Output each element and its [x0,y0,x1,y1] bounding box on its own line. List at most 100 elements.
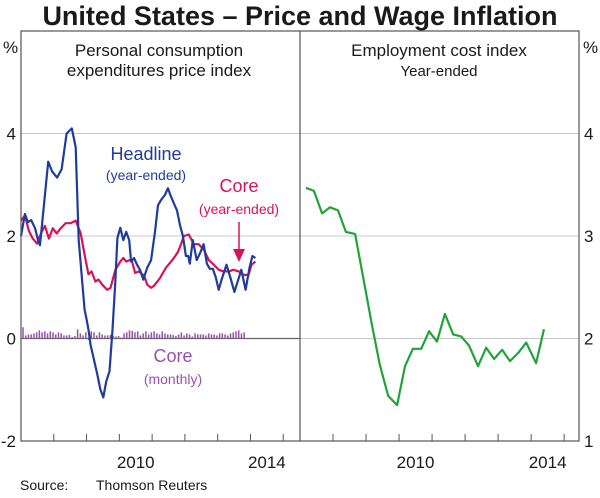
core-monthly-bar [197,334,199,339]
panel-pce: -2 0 2 4 2010 2014 % Personal consumption ex… [1,38,300,472]
core-monthly-bar [95,335,98,339]
core-monthly-bar [237,330,240,339]
core-monthly-bar [164,333,166,339]
left-panel-title-line2: expenditures price index [67,61,252,80]
core-monthly-bar [210,334,213,339]
core-monthly-bar [82,335,84,339]
core-monthly-bar [109,334,112,339]
core-monthly-bar [177,334,180,339]
core-monthly-bar [101,334,103,339]
core-monthly-bar [60,333,62,339]
core-monthly-bar [55,334,57,339]
left-y-unit: % [3,38,18,57]
core-monthly-bar [229,333,232,339]
core-monthly-bar [224,334,226,339]
core-monthly-bar [106,335,109,339]
core-monthly-bar [85,332,87,339]
core-monthly-bar [22,327,24,339]
right-panel-title-line1: Employment cost index [351,41,527,60]
core-monthly-bar [35,332,38,339]
core-monthly-bar [183,335,185,339]
core-monthly-bar [221,333,224,339]
y-tick-label: 2 [7,227,16,246]
core-monthly-bar [104,335,106,339]
right-gridlines [300,133,579,339]
core-monthly-bar [158,334,161,339]
right-x-tick-labels: 2010 2014 [397,453,567,472]
core-monthly-bar [33,333,35,339]
core-monthly-bar [131,330,133,339]
core-monthly-bar [216,335,218,339]
core-monthly-bar [218,333,221,339]
core-monthly-bar [87,338,90,341]
right-panel-title-line2: Year-ended [400,63,477,80]
core-monthly-bar [191,336,194,339]
core-monthly-bar [98,332,101,339]
core-monthly-bar [145,331,147,339]
y-tick-label: 4 [584,125,593,144]
y-tick-label: 0 [7,330,16,349]
core-monthly-bar [71,336,73,339]
source-label: Source: [20,477,68,493]
core-monthly-bar [38,330,41,339]
core-monthly-bar [199,334,202,339]
core-monthly-bar [112,335,114,339]
core-monthly-bars [22,327,245,341]
core-monthly-bar [213,334,215,339]
core-monthly-bar [232,332,235,339]
core-monthly-bar [68,334,71,339]
right-y-tick-labels: 1 2 3 4 [584,125,593,452]
core-monthly-bar [139,335,142,339]
core-monthly-bar [63,335,65,339]
left-x-ticks [53,434,284,441]
core-monthly-bar [30,334,32,339]
x-tick-label: 2010 [397,453,435,472]
chart-title: United States – Price and Wage Inflation [42,1,557,31]
core-monthly-bar [166,334,169,339]
core-monthly-bar [175,335,177,339]
core-monthly-bar [153,331,155,339]
y-tick-label: -2 [1,432,16,451]
core-monthly-bar [235,331,237,339]
right-y-unit: % [583,38,598,57]
core-monthly-bar [202,334,204,339]
core-monthly-bar [169,334,172,339]
right-x-ticks [332,434,565,441]
core-monthly-bar [79,333,82,339]
core-monthly-bar [123,333,125,339]
y-tick-label: 2 [584,330,593,349]
y-tick-label: 4 [7,125,16,144]
core-monthly-bar [227,335,229,339]
core-monthly-bar [44,331,46,339]
core-ye-arrow [233,222,245,262]
source-text: Thomson Reuters [96,477,207,493]
core-monthly-bar [76,329,79,339]
core-monthly-bar [24,335,27,339]
core-monthly-bar [207,333,210,339]
core-monthly-bar [65,335,68,339]
core-monthly-bar [117,335,120,339]
left-x-tick-labels: 2010 2014 [117,453,286,472]
core-monthly-bar [57,332,60,339]
core-monthly-bar [150,332,153,339]
core-monthly-bar [52,332,54,339]
y-tick-label: 3 [584,227,593,246]
core-monthly-bar [188,334,191,339]
headline-line [19,127,257,399]
x-tick-label: 2014 [529,453,567,472]
core-ye-label: Core [219,176,258,196]
core-monthly-bar [147,334,150,339]
core-year-ended-line [20,214,257,291]
core-monthly-bar [142,333,144,339]
headline-label: Headline [110,144,181,164]
core-monthly-bar [186,333,188,339]
eci-line [305,186,546,407]
left-y-tick-labels: -2 0 2 4 [1,125,16,452]
core-monthly-bar [194,333,196,339]
core-monthly-bar [90,331,93,339]
core-monthly-bar [205,335,207,339]
core-monthly-bar [49,331,52,339]
core-monthly-bar [74,335,76,339]
core-monthly-bar [180,332,183,339]
